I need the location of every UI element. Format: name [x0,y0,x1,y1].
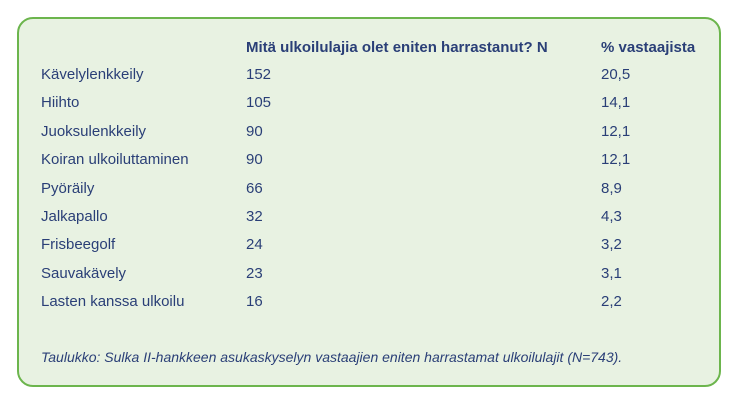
activity-percent: 12,1 [601,151,631,169]
activity-percent: 8,9 [601,179,622,197]
activity-name: Hiihto [41,94,80,112]
table-body: Kävelylenkkeily 152 20,5 Hiihto 105 14,1… [19,62,719,318]
activity-count: 90 [246,122,263,140]
table-row: Hiihto 105 14,1 [19,90,719,118]
activity-count: 66 [246,179,263,197]
activity-percent: 14,1 [601,94,631,112]
activity-count: 16 [246,293,263,311]
activity-name: Pyöräily [41,179,95,197]
table-row: Juoksulenkkeily 90 12,1 [19,119,719,147]
activity-count: 152 [246,66,272,83]
activity-percent: 3,1 [601,264,622,282]
table-caption: Taulukko: Sulka II-hankkeen asukaskysely… [41,349,623,365]
activity-count: 32 [246,207,263,225]
activity-name: Lasten kanssa ulkoilu [41,293,185,311]
table-box: Mitä ulkoilulajia olet eniten harrastanu… [17,17,721,387]
activity-percent: 4,3 [601,207,622,225]
activity-name: Koiran ulkoiluttaminen [41,151,189,169]
activity-name: Sauvakävely [41,264,127,282]
activity-name: Frisbeegolf [41,236,116,254]
activity-percent: 20,5 [601,66,631,83]
table-row: Sauvakävely 23 3,1 [19,261,719,289]
activity-name: Kävelylenkkeily [41,66,144,83]
activity-count: 23 [246,264,263,282]
activity-count: 105 [246,94,272,112]
table-row: Kävelylenkkeily 152 20,5 [19,62,719,90]
table-row: Lasten kanssa ulkoilu 16 2,2 [19,289,719,317]
activity-percent: 3,2 [601,236,622,254]
activity-percent: 12,1 [601,122,631,140]
table-row: Koiran ulkoiluttaminen 90 12,1 [19,147,719,175]
activity-name: Juoksulenkkeily [41,122,147,140]
table-row: Pyöräily 66 8,9 [19,176,719,204]
activity-name: Jalkapallo [41,207,108,225]
table-row: Jalkapallo 32 4,3 [19,204,719,232]
activity-count: 90 [246,151,263,169]
header-percent: % vastaajista [601,39,696,56]
activity-count: 24 [246,236,263,254]
header-question: Mitä ulkoilulajia olet eniten harrastanu… [246,39,548,56]
table-row: Frisbeegolf 24 3,2 [19,232,719,260]
activity-percent: 2,2 [601,293,622,311]
